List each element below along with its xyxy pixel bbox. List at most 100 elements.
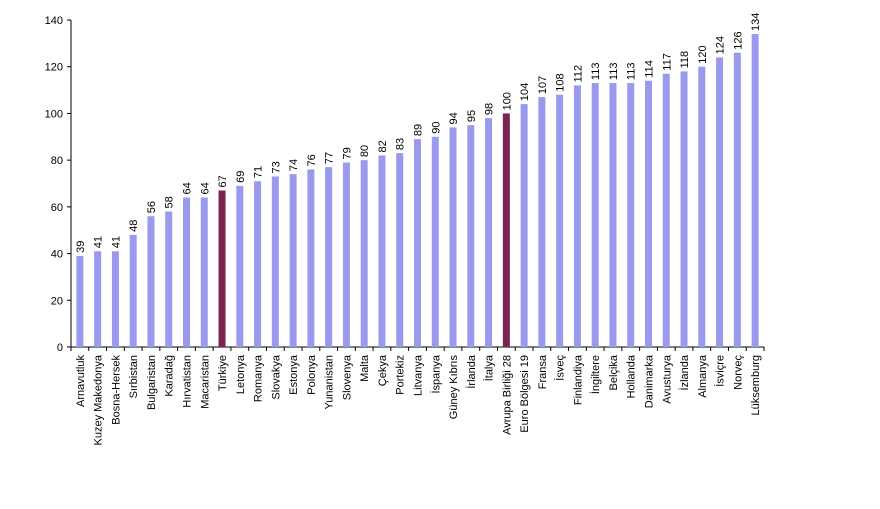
category-label: Sırbistan (128, 355, 140, 398)
data-label: 56 (146, 201, 158, 213)
category-label: İrlanda (465, 354, 478, 389)
data-label: 79 (341, 147, 353, 159)
category-label: Güney Kıbrıs (448, 355, 460, 420)
bar (716, 57, 724, 347)
data-label: 58 (164, 196, 176, 208)
data-label: 64 (199, 182, 211, 194)
category-label: Kuzey Makedonya (93, 354, 105, 445)
bar (662, 73, 670, 347)
category-label: Portekiz (395, 355, 407, 395)
category-label: Bosna-Hersek (110, 355, 122, 425)
data-label: 41 (110, 236, 122, 248)
category-label: Bulgaristan (146, 355, 158, 410)
bar (609, 83, 617, 348)
bar (485, 118, 493, 347)
category-label: Hollanda (626, 354, 638, 398)
bar (680, 71, 688, 347)
category-label: İspanya (429, 354, 442, 393)
data-label: 82 (377, 140, 389, 152)
bar (360, 160, 368, 347)
bar (200, 197, 208, 347)
y-tick-label: 140 (45, 15, 63, 27)
data-label: 113 (626, 63, 638, 81)
bar (271, 176, 279, 347)
data-label: 95 (466, 110, 478, 122)
bar (751, 34, 759, 348)
data-label: 104 (519, 83, 531, 101)
bar (325, 167, 333, 347)
data-label: 100 (501, 92, 513, 110)
bar (396, 153, 404, 347)
bar-highlight (502, 113, 510, 347)
data-label: 94 (448, 112, 460, 124)
category-label: Karadağ (164, 355, 176, 397)
bar (378, 155, 386, 347)
bar (573, 85, 581, 348)
data-label: 113 (608, 63, 620, 81)
category-label: Danimarka (644, 354, 656, 408)
data-label: 113 (590, 63, 602, 81)
data-label: 117 (661, 53, 673, 71)
bar (111, 251, 119, 347)
bar (289, 174, 297, 347)
category-label: Avusturya (661, 354, 673, 404)
data-label: 67 (217, 175, 229, 187)
data-label: 124 (715, 36, 727, 54)
category-label: Yunanistan (324, 355, 336, 409)
data-label: 107 (537, 76, 549, 94)
category-label: Romanya (253, 354, 265, 402)
data-label: 74 (288, 159, 300, 171)
data-label: 80 (359, 145, 371, 157)
bar (645, 80, 652, 347)
data-label: 118 (679, 51, 691, 69)
category-label: İsveç (554, 355, 567, 381)
data-label: 48 (128, 220, 140, 232)
category-label: Polonya (306, 354, 318, 395)
bar (627, 83, 635, 348)
bar (467, 125, 475, 347)
category-label: Letonya (235, 354, 247, 394)
data-label: 134 (750, 13, 762, 31)
bar (449, 127, 457, 347)
bar (183, 197, 190, 347)
category-label: Slovenya (341, 354, 353, 400)
category-label: Fransa (537, 354, 549, 389)
data-label: 39 (75, 241, 87, 253)
category-label: Avrupa Birliği 28 (501, 355, 513, 435)
category-label: Macaristan (199, 355, 211, 409)
category-label: İngiltere (589, 355, 602, 394)
data-label: 108 (555, 73, 567, 91)
data-label: 98 (484, 103, 496, 115)
category-label: Türkiye (217, 355, 229, 391)
bar (414, 139, 421, 347)
data-label: 89 (413, 124, 425, 136)
bar (431, 136, 439, 347)
bar (556, 94, 564, 347)
category-label: İsviçre (714, 355, 727, 387)
y-tick-label: 0 (57, 342, 63, 354)
category-label: Litvanya (413, 354, 425, 396)
data-label: 71 (253, 166, 265, 178)
category-label: İtalya (483, 354, 496, 381)
data-label: 76 (306, 154, 318, 166)
bar (254, 181, 262, 347)
category-label: Hırvatistan (182, 355, 194, 408)
data-label: 41 (93, 236, 105, 248)
data-label: 77 (324, 152, 336, 164)
data-label: 114 (644, 60, 656, 78)
bar (94, 251, 102, 347)
category-label: Lüksemburg (750, 355, 762, 416)
bar (538, 97, 546, 347)
category-label: Arnavutluk (75, 355, 87, 407)
bar (307, 169, 315, 347)
category-label: Finlandiya (572, 354, 584, 405)
data-label: 112 (572, 65, 584, 83)
bar (520, 104, 528, 347)
bar (76, 255, 84, 347)
y-tick-label: 100 (45, 108, 63, 120)
data-label: 120 (697, 45, 709, 63)
data-label: 126 (732, 31, 744, 49)
data-label: 83 (395, 138, 407, 150)
